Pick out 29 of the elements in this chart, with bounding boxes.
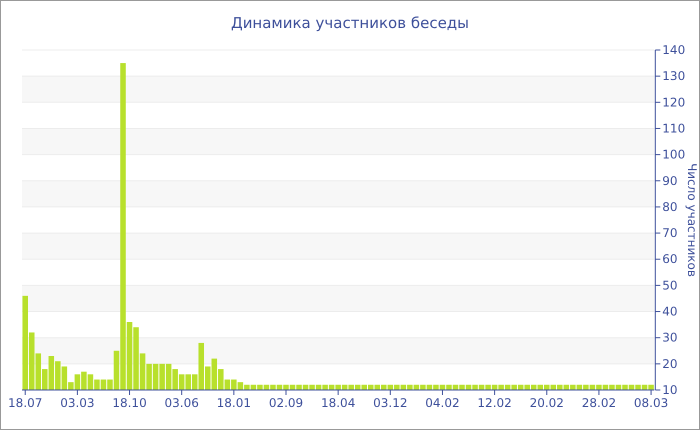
y-tick-label: 70 [662, 226, 678, 240]
x-tick-label: 20.02 [530, 396, 564, 410]
y-tick-label: 10 [662, 383, 678, 397]
x-tick-label: 18.04 [320, 396, 356, 410]
x-tick-label: 03.03 [60, 396, 95, 410]
x-tick-label: 02.09 [268, 396, 304, 410]
y-tick-label: 40 [662, 304, 678, 319]
y-tick-label: 140 [662, 43, 686, 57]
x-tick-label: 03.12 [373, 396, 408, 410]
y-tick-label: 130 [662, 69, 686, 84]
y-tick-label: 80 [662, 200, 678, 214]
y-tick-label: 60 [662, 252, 678, 266]
y-tick-label: 100 [662, 148, 686, 162]
x-tick-label: 28.02 [582, 396, 616, 410]
chart-title: Динамика участников беседы [230, 14, 470, 32]
y-tick-label: 20 [662, 356, 678, 371]
x-tick-label: 18.01 [216, 396, 252, 410]
x-tick-label: 12.02 [477, 396, 512, 410]
y-axis-title: Число участников [685, 163, 699, 277]
y-tick-label: 110 [662, 121, 686, 136]
y-tick-label: 30 [662, 330, 678, 345]
x-tick-label: 18.07 [8, 396, 42, 410]
x-tick-label: 18.10 [112, 396, 147, 410]
y-tick-label: 50 [662, 278, 678, 292]
y-tick-label: 120 [662, 95, 686, 110]
x-tick-label: 08.03 [634, 396, 668, 410]
y-tick-label: 90 [662, 174, 678, 188]
x-tick-label: 04.02 [425, 396, 460, 410]
x-tick-label: 03.06 [164, 396, 199, 410]
